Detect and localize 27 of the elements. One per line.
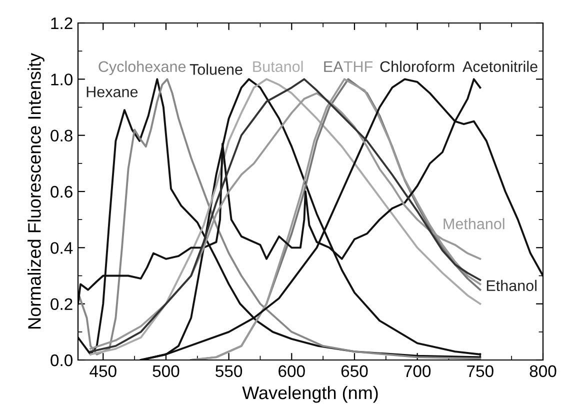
y-tick-label: 0.6 [50, 186, 72, 198]
x-axis-title: Wavelength (nm) [242, 386, 378, 403]
y-tick-label: 0.2 [50, 298, 72, 310]
x-tick-label: 550 [216, 365, 242, 378]
y-tick-label: 1.2 [51, 17, 72, 30]
x-tick-label: 450 [90, 365, 116, 378]
x-tick-label: 750 [467, 365, 494, 378]
series-label: Ethanol [486, 280, 536, 292]
y-tick-label: 0.0 [50, 354, 72, 366]
series-label: Toluene [190, 64, 242, 75]
y-tick-label: 0.4 [50, 242, 73, 254]
x-tick-label: 700 [404, 365, 431, 378]
x-tick-label: 800 [530, 365, 556, 378]
y-tick-label: 1.0 [51, 74, 72, 86]
x-tick-label: 500 [152, 365, 180, 378]
series-label: Hexane [86, 86, 138, 98]
series-label: THF [344, 61, 372, 72]
series-label: Cyclohexane [98, 60, 186, 76]
x-tick-label: 600 [278, 365, 305, 378]
x-tick-label: 650 [341, 365, 368, 378]
series-label: Acetonitrile [462, 60, 538, 72]
series-label: Methanol [444, 218, 504, 230]
series-label: Butanol [253, 60, 303, 72]
y-tick-label: 0.8 [50, 130, 72, 142]
series-label: Chloroform [380, 60, 454, 72]
series-label: EA [324, 61, 344, 72]
y-axis-title: Normalized Fluorescence Intensity [28, 53, 44, 328]
